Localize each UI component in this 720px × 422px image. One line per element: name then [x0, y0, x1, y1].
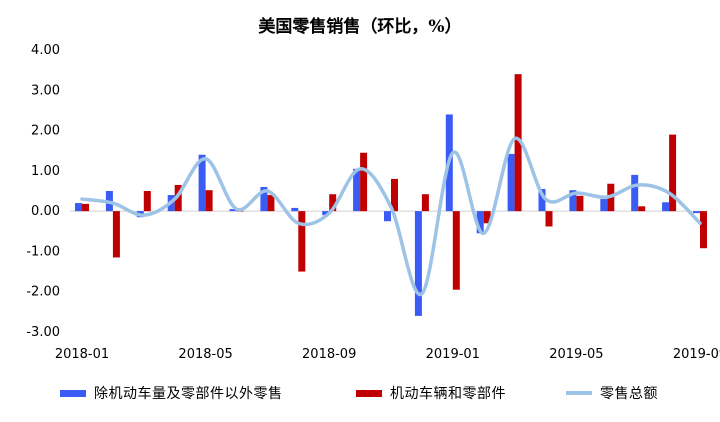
- bar-series2: [669, 134, 677, 212]
- bar-series1: [322, 211, 330, 216]
- bar-series2: [298, 211, 306, 272]
- y-tick-label: 3.00: [31, 83, 60, 98]
- bar-series1: [600, 199, 608, 212]
- bar-series1: [291, 207, 299, 212]
- chart-title: 美国零售销售（环比，%）: [258, 17, 462, 37]
- bar-series1: [229, 209, 237, 212]
- x-tick-label: 2019-05: [549, 347, 603, 362]
- bar-series1: [538, 188, 546, 212]
- bar-series2: [112, 211, 120, 258]
- legend-label-series2: 机动车辆和零部件: [390, 386, 506, 402]
- bar-layer: [75, 74, 707, 316]
- bar-series2: [638, 206, 646, 212]
- bar-series2: [267, 195, 275, 212]
- bar-series2: [329, 194, 337, 212]
- bar-series2: [421, 194, 429, 212]
- legend-swatch-series1: [60, 389, 86, 397]
- bar-series2: [143, 191, 151, 212]
- bar-series1: [631, 174, 639, 212]
- y-tick-label: -1.00: [26, 244, 60, 259]
- legend-item-series1: 除机动车量及零部件以外零售: [60, 383, 283, 403]
- bar-series1: [476, 211, 484, 234]
- bar-series1: [75, 203, 82, 212]
- x-tick-label: 2018-09: [302, 347, 356, 362]
- bar-series1: [353, 168, 361, 212]
- y-tick-label: -3.00: [26, 325, 60, 340]
- bar-series2: [205, 190, 213, 212]
- bar-series2: [82, 203, 89, 212]
- bar-series1: [260, 186, 268, 212]
- bar-series1: [662, 202, 670, 212]
- bar-series2: [576, 195, 584, 212]
- bar-series2: [700, 211, 707, 249]
- legend-swatch-series2: [356, 389, 382, 397]
- bar-series1: [569, 190, 577, 212]
- bar-series2: [174, 184, 182, 212]
- legend: 除机动车量及零部件以外零售 机动车辆和零部件 零售总额: [0, 383, 720, 407]
- x-tick-label: 2018-01: [55, 347, 109, 362]
- bar-series1: [384, 211, 391, 222]
- bar-series2: [391, 178, 398, 212]
- line-layer: [80, 136, 702, 296]
- chart-plot: 4.00 3.00 2.00 1.00 0.00 -1.00 -2.00 -3.00 2018-…: [26, 43, 720, 362]
- bar-series1: [198, 154, 206, 212]
- bar-series2: [360, 152, 368, 212]
- bar-series2: [452, 211, 460, 290]
- bar-series1: [414, 211, 422, 316]
- legend-item-series3: 零售总额: [566, 383, 658, 403]
- legend-item-series2: 机动车辆和零部件: [356, 383, 506, 403]
- legend-label-series3: 零售总额: [600, 386, 658, 402]
- line-series3: [80, 136, 702, 296]
- y-tick-label: 2.00: [31, 124, 60, 139]
- bar-series1: [507, 153, 515, 212]
- x-tick-label: 2018-05: [178, 347, 232, 362]
- y-tick-label: 1.00: [31, 164, 60, 179]
- bar-series2: [545, 211, 553, 227]
- x-tick-label: 2019-01: [426, 347, 480, 362]
- bar-series2: [483, 211, 491, 224]
- y-tick-label: -2.00: [26, 285, 60, 300]
- legend-label-series1: 除机动车量及零部件以外零售: [94, 386, 283, 402]
- label-layer: 4.00 3.00 2.00 1.00 0.00 -1.00 -2.00 -3.00 2018-…: [26, 43, 720, 362]
- y-tick-label: 0.00: [31, 204, 60, 219]
- bar-series1: [693, 211, 700, 214]
- bar-series2: [514, 74, 522, 212]
- y-tick-label: 4.00: [31, 43, 60, 58]
- x-tick-label: 2019-09: [673, 347, 720, 362]
- legend-swatch-series3: [566, 391, 592, 395]
